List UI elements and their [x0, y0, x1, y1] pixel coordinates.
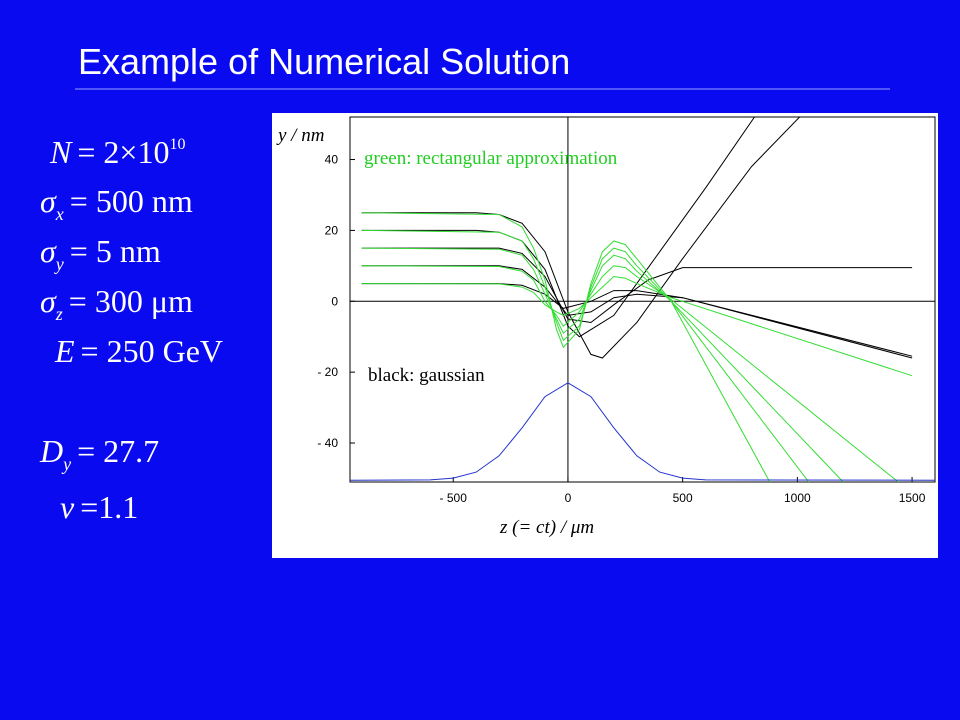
equation: ν =1.1: [60, 489, 138, 525]
symbol: σ: [40, 233, 57, 269]
rhs: = 300 μm: [69, 283, 193, 319]
rhs: = 5 nm: [70, 233, 161, 269]
rhs: =1.1: [80, 489, 138, 525]
rhs: = 500 nm: [70, 183, 193, 219]
curve: [361, 283, 913, 359]
subscript: x: [55, 204, 64, 224]
x-axis-label: z (= ct) / μm: [499, 517, 594, 538]
y-tick-label: 20: [325, 223, 339, 237]
y-tick-label: - 20: [317, 365, 338, 379]
chart-panel: [272, 113, 938, 558]
rhs: = 27.7: [77, 433, 159, 469]
symbol: ν: [60, 489, 75, 525]
annotation: green: rectangular approximation: [364, 148, 618, 169]
symbol: D: [39, 433, 63, 469]
equation: σx = 500 nm: [40, 183, 193, 224]
equation: N = 2×1010: [49, 134, 185, 170]
curve: [361, 247, 913, 324]
curve: [350, 382, 935, 481]
chart: - 500 0 500 1000 1500 - 40 - 20 0 20 40y / nm z (=…: [276, 116, 936, 538]
curve: [361, 275, 913, 377]
symbol: σ: [40, 183, 57, 219]
subscript: z: [55, 304, 63, 324]
slide-title: Example of Numerical Solution: [78, 41, 570, 82]
equation: Dy = 27.7: [39, 433, 159, 474]
curve: [361, 265, 913, 357]
symbol: N: [49, 134, 73, 170]
annotation: black: gaussian: [368, 365, 485, 386]
symbol: E: [54, 333, 75, 369]
curve: [361, 247, 844, 482]
y-tick-label: 0: [331, 294, 338, 308]
curve: [361, 265, 899, 482]
x-tick-label: 1000: [784, 491, 811, 505]
x-tick-label: 0: [565, 491, 572, 505]
x-tick-label: - 500: [440, 491, 468, 505]
equation: σz = 300 μm: [40, 283, 193, 324]
subscript: y: [54, 254, 64, 274]
equation: σy = 5 nm: [40, 233, 161, 274]
symbol: σ: [40, 283, 57, 319]
y-axis-label: y / nm: [276, 125, 324, 146]
curve: [361, 117, 755, 338]
curve: [361, 229, 810, 482]
equation: E = 250 GeV: [54, 333, 223, 369]
superscript: 10: [169, 136, 185, 153]
subscript: y: [61, 454, 71, 474]
x-tick-label: 1500: [899, 491, 926, 505]
plot-frame: [349, 116, 936, 483]
y-tick-label: 40: [325, 153, 339, 167]
x-tick-label: 500: [673, 491, 693, 505]
rhs: = 250 GeV: [81, 333, 223, 369]
rhs: = 2×10: [77, 134, 169, 170]
y-tick-label: - 40: [317, 436, 338, 450]
curve: [361, 212, 771, 482]
